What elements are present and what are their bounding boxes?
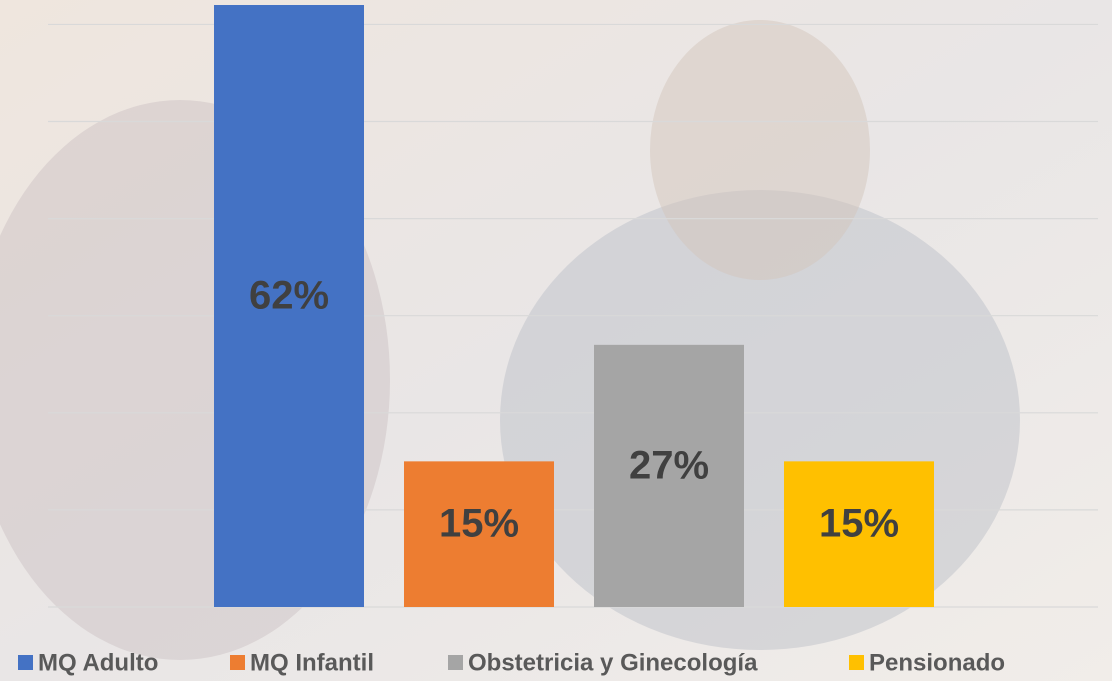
legend-swatch xyxy=(849,655,864,670)
data-label: 62% xyxy=(249,274,329,318)
bar xyxy=(784,461,934,607)
photo-shape xyxy=(650,20,870,280)
legend-label: MQ Infantil xyxy=(250,649,374,676)
bar xyxy=(214,5,364,607)
data-label: 27% xyxy=(629,443,709,487)
legend-label: Obstetricia y Ginecología xyxy=(468,649,758,676)
legend-swatch xyxy=(18,655,33,670)
legend-label: MQ Adulto xyxy=(38,649,158,676)
legend-swatch xyxy=(230,655,245,670)
data-label: 15% xyxy=(819,502,899,546)
legend-swatch xyxy=(448,655,463,670)
bar xyxy=(404,461,554,607)
data-label: 15% xyxy=(439,502,519,546)
legend-label: Pensionado xyxy=(869,649,1005,676)
bar xyxy=(594,344,744,607)
